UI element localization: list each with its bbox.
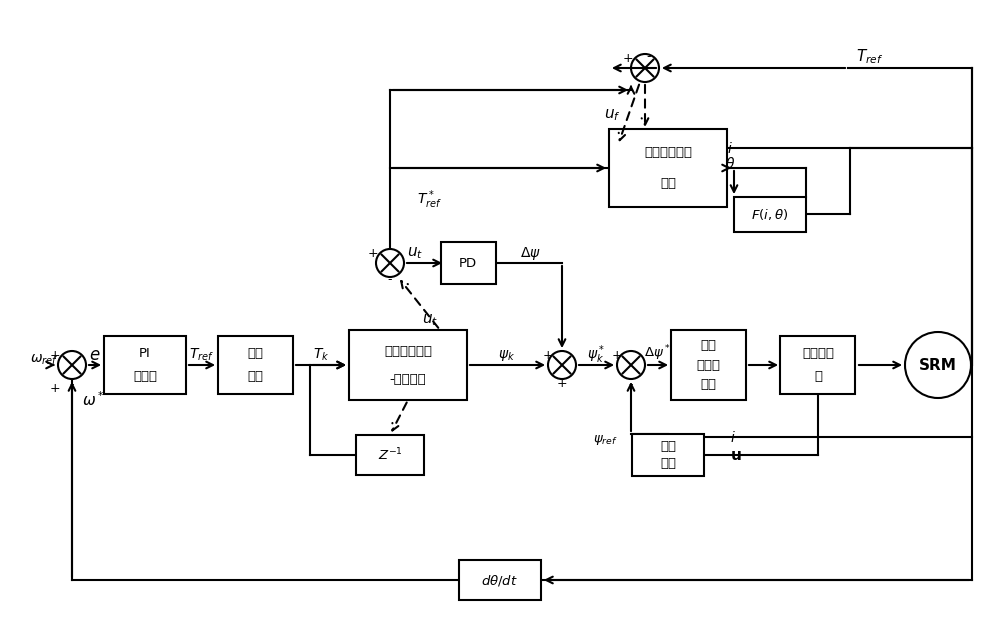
Text: 神经网络转矩: 神经网络转矩 xyxy=(644,146,692,159)
Text: $\psi_k$: $\psi_k$ xyxy=(498,347,516,363)
Text: +: + xyxy=(543,349,553,362)
Text: PD: PD xyxy=(459,256,477,269)
Text: $e$: $e$ xyxy=(89,346,101,364)
Text: 转矩: 转矩 xyxy=(247,347,263,360)
Text: $\theta$: $\theta$ xyxy=(725,156,735,171)
Text: $F(i,\theta)$: $F(i,\theta)$ xyxy=(751,206,789,222)
Circle shape xyxy=(617,351,645,379)
Text: $i$: $i$ xyxy=(727,140,733,156)
Text: 模型: 模型 xyxy=(660,177,676,190)
Bar xyxy=(734,197,806,231)
Text: SRM: SRM xyxy=(919,358,957,372)
Text: $T_k$: $T_k$ xyxy=(313,347,329,363)
Bar xyxy=(104,336,186,394)
Text: +: + xyxy=(623,51,633,65)
Text: $\omega_{ref}$: $\omega_{ref}$ xyxy=(30,353,58,367)
Text: $T_{ref}$: $T_{ref}$ xyxy=(189,347,215,363)
Text: 磁链: 磁链 xyxy=(660,440,676,453)
Text: 磁链: 磁链 xyxy=(700,338,716,351)
Text: -: - xyxy=(629,378,633,392)
Text: $\Delta\psi^*$: $\Delta\psi^*$ xyxy=(644,343,670,363)
Bar xyxy=(632,434,704,476)
Circle shape xyxy=(548,351,576,379)
Text: -: - xyxy=(647,51,651,63)
Text: +: + xyxy=(50,349,60,362)
Text: PI: PI xyxy=(139,347,151,360)
Text: 器: 器 xyxy=(814,370,822,383)
Text: $T_{ref}$: $T_{ref}$ xyxy=(856,47,884,67)
Text: 调节器: 调节器 xyxy=(133,370,157,383)
Circle shape xyxy=(631,54,659,82)
Text: $u_t$: $u_t$ xyxy=(407,245,423,261)
Text: $i$: $i$ xyxy=(730,429,736,444)
Bar xyxy=(780,336,855,394)
Text: 功率变换: 功率变换 xyxy=(802,347,834,360)
Text: 神经网络转矩: 神经网络转矩 xyxy=(384,344,432,358)
Text: +: + xyxy=(612,349,622,362)
Bar xyxy=(356,435,424,475)
Text: $d\theta/dt$: $d\theta/dt$ xyxy=(481,572,519,588)
Bar xyxy=(349,330,467,400)
Text: +: + xyxy=(557,376,567,390)
Circle shape xyxy=(376,249,404,277)
Text: +: + xyxy=(50,381,60,394)
Text: -磁链模型: -磁链模型 xyxy=(390,372,426,385)
Text: 滞环控: 滞环控 xyxy=(696,358,720,372)
Bar xyxy=(459,560,541,600)
Bar xyxy=(670,330,746,400)
Text: $u_f$: $u_f$ xyxy=(604,107,620,123)
Text: -: - xyxy=(70,378,74,392)
Text: $\Delta\psi$: $\Delta\psi$ xyxy=(520,244,540,262)
Bar xyxy=(609,129,727,207)
Text: 计算: 计算 xyxy=(660,457,676,470)
Text: $\omega^*$: $\omega^*$ xyxy=(82,390,105,410)
Circle shape xyxy=(905,332,971,398)
Text: $u_t$: $u_t$ xyxy=(422,312,438,328)
Text: $Z^{-1}$: $Z^{-1}$ xyxy=(378,447,402,463)
Text: $\psi^*_k$: $\psi^*_k$ xyxy=(587,344,605,366)
Text: $\mathbf{u}$: $\mathbf{u}$ xyxy=(730,447,742,463)
Text: -: - xyxy=(388,274,392,287)
Text: 制器: 制器 xyxy=(700,378,716,392)
Text: +: + xyxy=(368,247,378,260)
Bar xyxy=(218,336,293,394)
Text: $T^*_{ref}$: $T^*_{ref}$ xyxy=(417,188,443,212)
Circle shape xyxy=(58,351,86,379)
Text: 分配: 分配 xyxy=(247,370,263,383)
Text: $\psi_{ref}$: $\psi_{ref}$ xyxy=(593,433,618,447)
Bar xyxy=(440,242,496,284)
